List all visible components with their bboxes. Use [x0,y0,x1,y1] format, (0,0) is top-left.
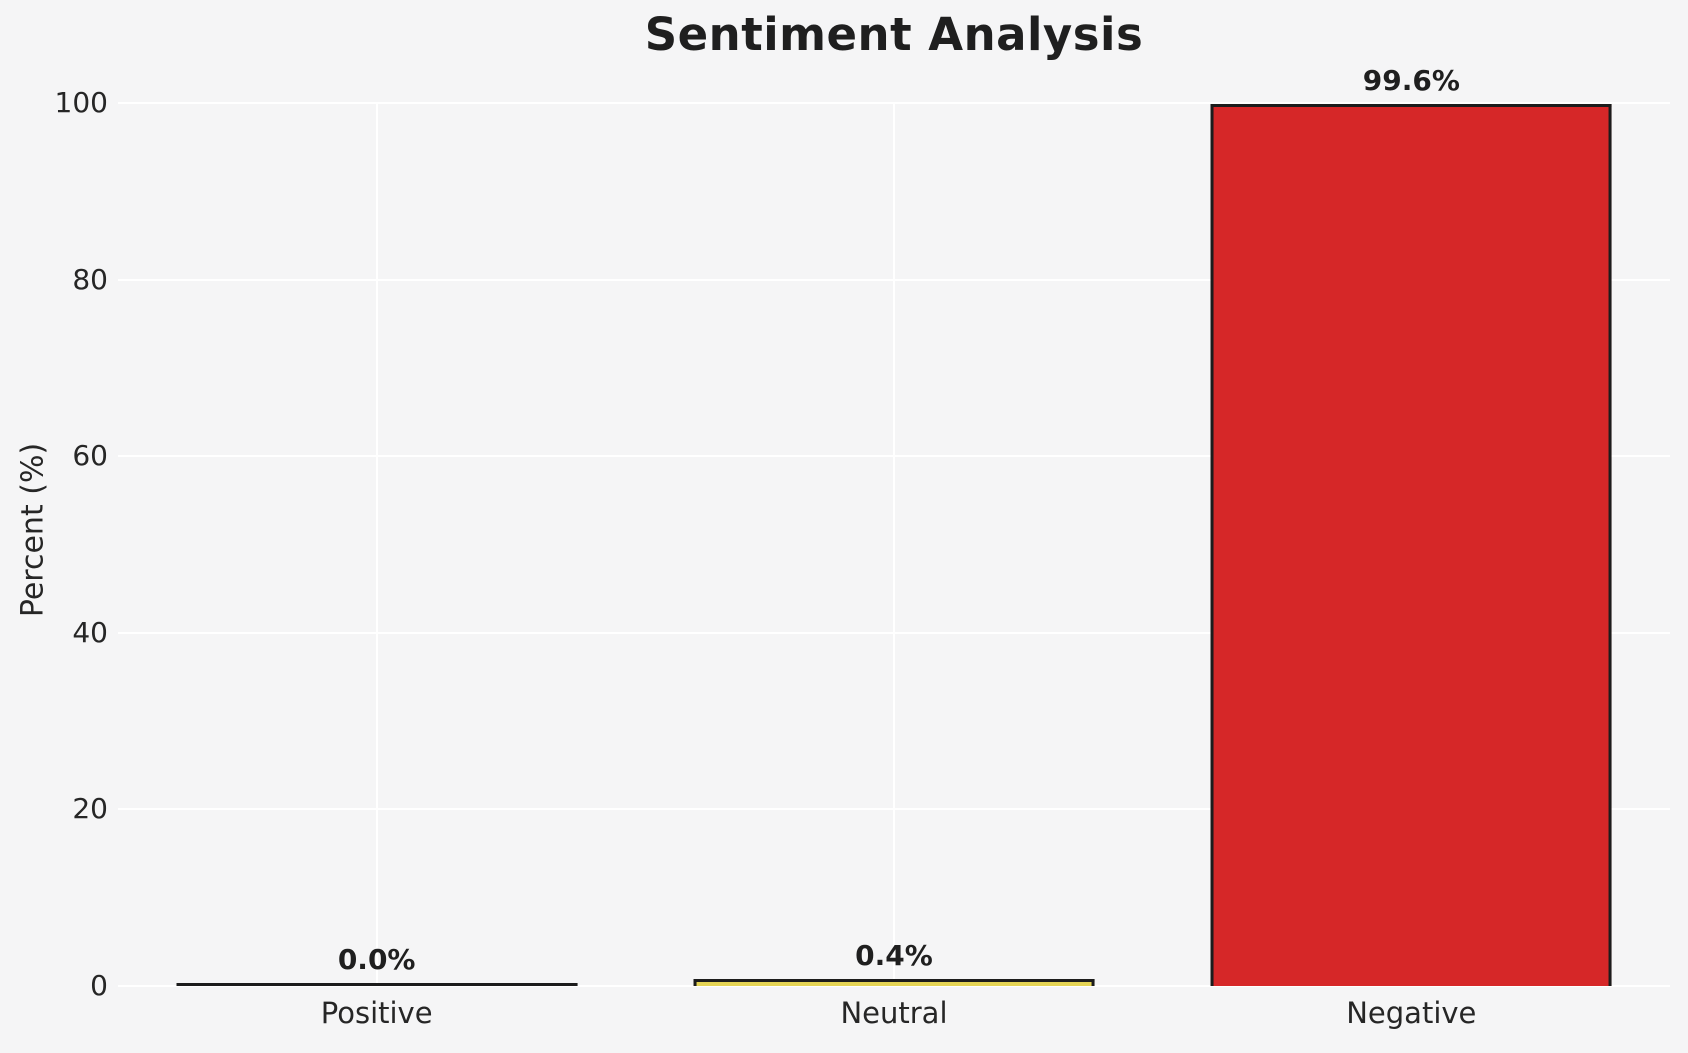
gridline-x-neutral [892,103,895,986]
chart-title: Sentiment Analysis [644,8,1144,61]
bar-value-label-negative: 99.6% [1362,64,1460,97]
bar-value-label-positive: 0.0% [337,943,416,976]
bar-neutral [693,979,1095,986]
x-axis-ticks: Positive Neutral Negative [118,996,1670,1030]
bar-series: 0.0% 0.4% 99.6% [118,64,1670,986]
y-tick-60: 60 [72,439,108,473]
gridline-y-0 [118,985,1670,987]
y-tick-100: 100 [54,86,108,119]
x-tick-positive: Positive [320,996,433,1030]
y-tick-40: 40 [72,615,108,649]
gridline-x-positive [375,103,378,986]
plot-area: 0.0% 0.4% 99.6% [118,64,1670,987]
x-tick-negative: Negative [1346,996,1477,1030]
x-tick-neutral: Neutral [840,996,948,1030]
y-tick-80: 80 [72,262,108,296]
bar-slot-positive: 0.0% [118,103,635,986]
y-tick-20: 20 [72,792,108,826]
bar-positive [176,983,578,986]
bar-slot-negative: 99.6% [1153,64,1670,986]
bar-value-label-neutral: 0.4% [855,939,933,972]
bar-negative [1210,104,1612,986]
y-tick-0: 0 [90,969,108,1002]
bar-slot-neutral: 0.4% [635,103,1152,986]
